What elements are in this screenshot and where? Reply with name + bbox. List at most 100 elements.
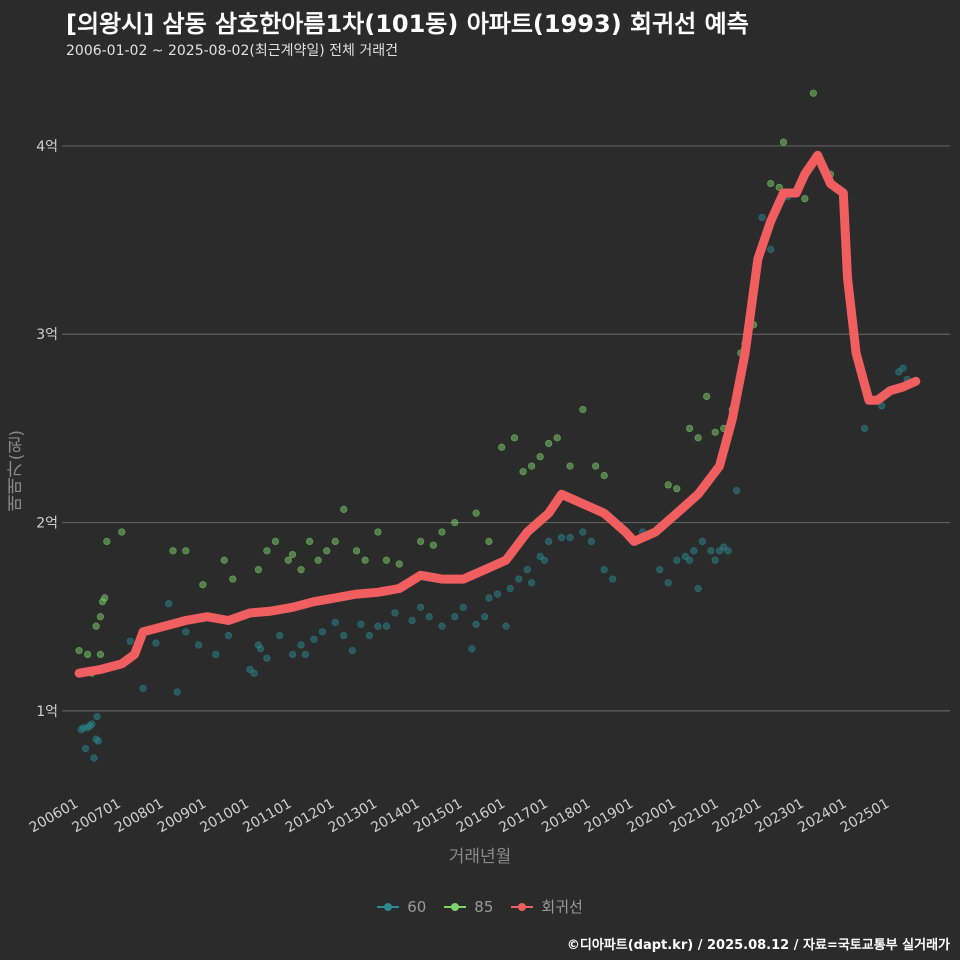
data-point (775, 183, 783, 191)
data-point (103, 537, 111, 546)
data-point (256, 645, 265, 653)
data-point (101, 594, 109, 602)
data-point (271, 537, 280, 546)
legend-item-60: 60 (377, 896, 426, 917)
x-tick-label: 202501 (838, 796, 892, 837)
data-point (767, 179, 775, 188)
data-point (685, 556, 694, 564)
data-point (545, 537, 553, 546)
data-point (502, 622, 510, 630)
data-point (118, 528, 126, 536)
data-point (224, 631, 233, 640)
legend-key-regression (511, 900, 534, 914)
data-point (472, 509, 480, 517)
legend-item-regression: 회귀선 (511, 896, 583, 917)
data-point (139, 684, 147, 692)
data-point (528, 462, 536, 470)
data-point (579, 405, 587, 414)
data-point (374, 528, 382, 536)
data-point (250, 669, 258, 677)
data-point (685, 424, 694, 433)
data-point (566, 534, 574, 542)
data-point (395, 560, 403, 568)
data-point (451, 518, 459, 527)
data-point (94, 737, 102, 745)
data-point (523, 566, 531, 574)
data-point (694, 584, 702, 593)
y-tick-label: 1억 (36, 704, 58, 720)
data-point (673, 485, 681, 493)
data-point (664, 481, 672, 489)
data-point (801, 195, 809, 203)
data-point (229, 575, 237, 583)
data-point (553, 434, 561, 442)
data-point (263, 654, 271, 662)
data-point (557, 534, 566, 542)
chart-title: [의왕시] 삼동 삼호한아름1차(101동) 아파트(1993) 회귀선 예측 (66, 10, 749, 38)
data-point (673, 556, 681, 564)
data-point (472, 620, 480, 628)
legend-key-85 (444, 900, 467, 914)
chart-subtitle: 2006-01-02 ~ 2025-08-02(최근계약일) 전체 거래건 (66, 43, 398, 59)
data-point (195, 641, 203, 649)
data-point (690, 547, 698, 555)
data-point (417, 603, 425, 611)
data-point (301, 650, 309, 659)
data-point (331, 537, 339, 546)
data-point (481, 613, 489, 621)
data-point (587, 537, 595, 546)
y-axis-ticks: 1억 2억 3억 4억 (36, 139, 58, 720)
data-point (732, 486, 741, 495)
data-point (540, 556, 549, 564)
y-axis-label: 매매가(원) (7, 430, 27, 512)
legend-item-85: 85 (444, 896, 493, 917)
data-point (314, 556, 322, 564)
data-point (600, 471, 608, 480)
data-point (92, 622, 100, 630)
data-point (220, 556, 228, 564)
data-point (382, 556, 391, 564)
data-point (566, 462, 574, 470)
data-point (288, 650, 297, 659)
data-point (199, 581, 207, 589)
data-point (809, 89, 817, 97)
data-point (84, 650, 92, 659)
data-point (899, 364, 907, 372)
data-point (93, 712, 101, 721)
data-point (297, 641, 305, 649)
data-point (276, 631, 284, 640)
data-point (306, 537, 314, 546)
legend: 60 85 회귀선 (0, 896, 960, 917)
data-point (459, 603, 467, 611)
data-point (703, 392, 711, 400)
data-point (361, 556, 369, 564)
data-point (438, 528, 446, 536)
data-point (600, 566, 608, 574)
data-point (182, 547, 190, 555)
x-axis-label: 거래년월 (448, 847, 512, 867)
data-point (96, 650, 105, 659)
legend-label-85: 85 (474, 897, 494, 916)
data-point (536, 453, 544, 461)
data-point (724, 547, 732, 555)
y-tick-label: 3억 (36, 327, 58, 343)
data-point (519, 468, 527, 476)
data-point (212, 650, 220, 659)
grid-lines (62, 145, 950, 712)
data-point (340, 631, 348, 640)
data-point (429, 541, 438, 549)
data-point (545, 439, 553, 448)
data-point (758, 213, 766, 222)
data-point (331, 618, 339, 626)
series-85-points (75, 89, 835, 677)
data-point (126, 637, 134, 645)
x-axis-ticks: 2006012007012008012009012010012011012012… (27, 796, 892, 837)
data-point (408, 616, 416, 625)
data-point (374, 622, 382, 630)
y-tick-label: 4억 (36, 139, 58, 155)
data-point (318, 628, 327, 636)
regression-path (74, 150, 921, 678)
y-tick-label: 2억 (36, 516, 58, 532)
regression-line (74, 150, 921, 678)
data-point (340, 505, 348, 513)
